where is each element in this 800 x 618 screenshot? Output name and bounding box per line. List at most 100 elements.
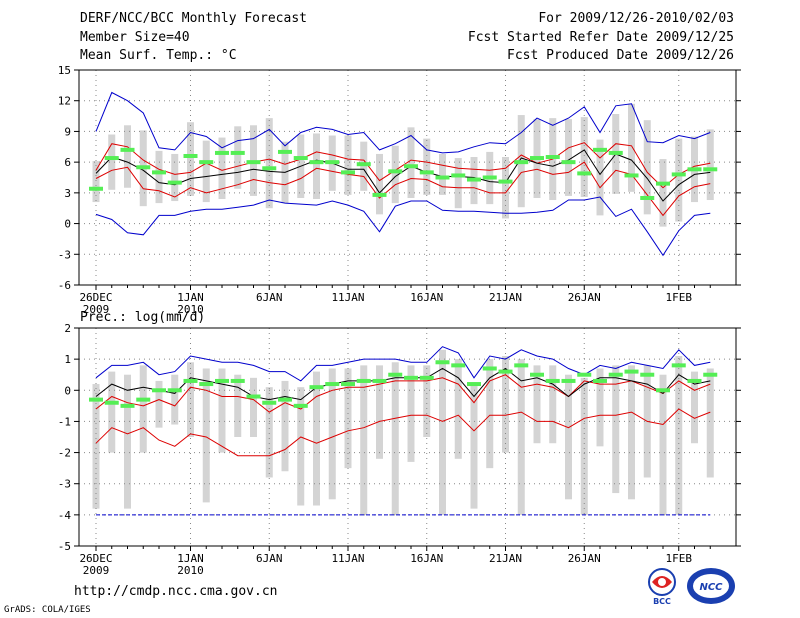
temp-xtick-label: 21JAN <box>489 291 522 304</box>
prec-climatology-marker <box>262 400 277 405</box>
prec-climatology-marker <box>356 378 371 383</box>
prec-climatology-marker <box>656 388 670 393</box>
temp-spread-bar <box>344 135 352 195</box>
temp-climatology-marker <box>608 150 623 155</box>
temp-spread-bar <box>234 126 242 189</box>
temp-spread-bar <box>675 138 683 222</box>
prec-xtick-year-label: 2010 <box>177 564 204 577</box>
temp-spread-bar <box>218 137 226 199</box>
prec-xtick-label: 11JAN <box>331 552 364 565</box>
prec-spread-bar <box>124 374 131 509</box>
prec-climatology-marker <box>341 382 355 387</box>
temp-climatology-marker <box>656 181 670 186</box>
prec-spread-bar <box>281 380 289 472</box>
prec-spread-bar <box>108 371 116 453</box>
prec-ytick-label: -4 <box>58 509 72 522</box>
temp-spread-bar <box>439 153 446 195</box>
prec-spread-bar <box>202 368 210 503</box>
prec-climatology-marker <box>104 400 119 405</box>
prec-spread-bar <box>92 384 100 509</box>
temp-climatology-marker <box>278 149 292 154</box>
prec-climatology-marker <box>624 369 639 374</box>
prec-spread-bar <box>675 356 683 515</box>
prec-climatology-marker <box>451 363 466 368</box>
prec-spread-bar <box>297 387 305 506</box>
temp-series-max-line <box>95 196 711 257</box>
prec-spread-bar <box>328 368 336 500</box>
temp-spread-bar <box>391 145 399 204</box>
temp-climatology-marker <box>215 150 229 155</box>
temp-ytick-label: 6 <box>64 156 71 169</box>
temp-climatology-marker <box>577 171 592 176</box>
prec-spread-bar <box>628 365 635 500</box>
prec-spread-bar <box>360 365 368 515</box>
temp-ytick-label: -3 <box>58 248 71 261</box>
temp-climatology-marker <box>372 192 387 197</box>
temp-climatology-marker <box>104 156 119 161</box>
temp-spread-bar <box>92 161 100 203</box>
source-url[interactable]: http://cmdp.ncc.cma.gov.cn <box>74 584 278 599</box>
prec-xtick-label: 16JAN <box>410 552 443 565</box>
temp-ytick-label: -6 <box>58 279 71 292</box>
temp-climatology-marker <box>482 175 497 180</box>
prec-spread-bar <box>643 365 651 478</box>
prec-spread-bar <box>470 384 478 509</box>
temp-spread-bar <box>454 158 462 209</box>
ncc-logo: NCC <box>687 568 735 604</box>
temp-series-min-line <box>95 91 711 154</box>
temp-climatology-marker <box>593 147 607 152</box>
prec-spread-bar <box>565 374 572 500</box>
bcc-logo-text: BCC <box>653 597 671 606</box>
prec-xtick-label: 1JAN <box>177 552 204 565</box>
prec-climatology-marker <box>640 372 655 377</box>
temp-spread-bar <box>202 140 210 203</box>
temp-climatology-marker <box>561 160 576 165</box>
prec-spread-bar <box>407 365 415 462</box>
prec-ytick-label: 2 <box>64 322 71 335</box>
prec-climatology-marker <box>136 397 151 402</box>
prec-climatology-marker <box>687 378 702 383</box>
temp-spread-bar <box>502 157 509 219</box>
temp-spread-bar <box>423 138 431 195</box>
prec-climatology-marker <box>608 372 623 377</box>
temp-climatology-marker <box>514 160 529 165</box>
temp-climatology-marker <box>404 164 418 169</box>
temp-climatology-marker <box>419 170 434 175</box>
temp-climatology-marker <box>167 180 182 185</box>
prec-climatology-marker <box>120 403 135 408</box>
prec-spread-bar <box>549 365 557 444</box>
temp-climatology-marker <box>293 156 308 161</box>
prec-climatology-marker <box>183 378 198 383</box>
prec-spread-bar <box>517 359 525 515</box>
prec-spread-bar <box>423 365 431 437</box>
prec-climatology-marker <box>703 372 718 377</box>
temp-xtick-label: 26JAN <box>568 291 601 304</box>
temp-spread-bar <box>549 118 557 201</box>
prec-series-mean-line <box>95 367 711 401</box>
temp-spread-bar <box>612 114 620 194</box>
temp-spread-bar <box>139 130 147 207</box>
temp-spread-bar <box>265 118 273 209</box>
prec-series-max-line <box>95 346 711 382</box>
temp-climatology-marker <box>120 147 135 152</box>
prec-plot-frame <box>78 327 737 547</box>
prec-spread-bar <box>486 359 494 469</box>
prec-climatology-marker <box>309 385 324 390</box>
prec-xtick-year-label: 2009 <box>83 564 110 577</box>
temp-climatology-marker <box>199 160 214 165</box>
temp-ytick-label: 9 <box>64 125 71 138</box>
temp-climatology-marker <box>246 160 261 165</box>
temp-spread-bar <box>313 133 320 199</box>
temp-spread-bar <box>486 151 494 205</box>
prec-spread-bar <box>313 371 320 506</box>
panel2-title: Prec.: log(mm/d) <box>80 310 206 325</box>
temp-xtick-label: 16JAN <box>410 291 443 304</box>
prec-spread-bar <box>691 371 698 444</box>
prec-spread-bar <box>533 365 541 444</box>
prec-spread-bar <box>706 368 714 478</box>
prec-xtick-label: 26DEC <box>79 552 112 565</box>
temp-climatology-marker <box>451 173 466 178</box>
temp-spread-bar <box>533 119 541 198</box>
temp-spread-bar <box>596 139 604 216</box>
prec-climatology-marker <box>89 397 103 402</box>
